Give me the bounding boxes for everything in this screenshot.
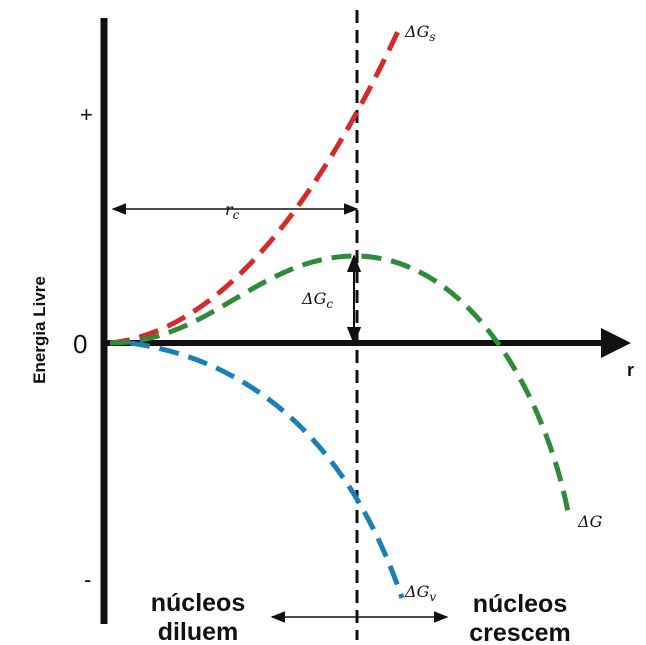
total-energy-label: ΔG	[577, 512, 603, 531]
x-axis-label: r	[627, 360, 634, 380]
surface-energy-label: ΔGs	[404, 22, 436, 44]
critical-radius-label: rc	[225, 200, 240, 222]
tick-zero: 0	[73, 329, 87, 359]
right-region-line2: crescem	[469, 619, 570, 645]
volume-energy-label: ΔGv	[404, 582, 436, 604]
left-region-line1: núcleos	[151, 589, 245, 617]
tick-plus: +	[80, 102, 93, 127]
tick-minus: -	[84, 567, 91, 592]
left-region-line2: diluem	[158, 618, 239, 645]
volume-energy-curve	[130, 343, 402, 598]
critical-energy-label: ΔGc	[301, 289, 333, 311]
y-axis-label: Energia Livre	[30, 276, 49, 384]
right-region-line1: núcleos	[473, 590, 567, 618]
